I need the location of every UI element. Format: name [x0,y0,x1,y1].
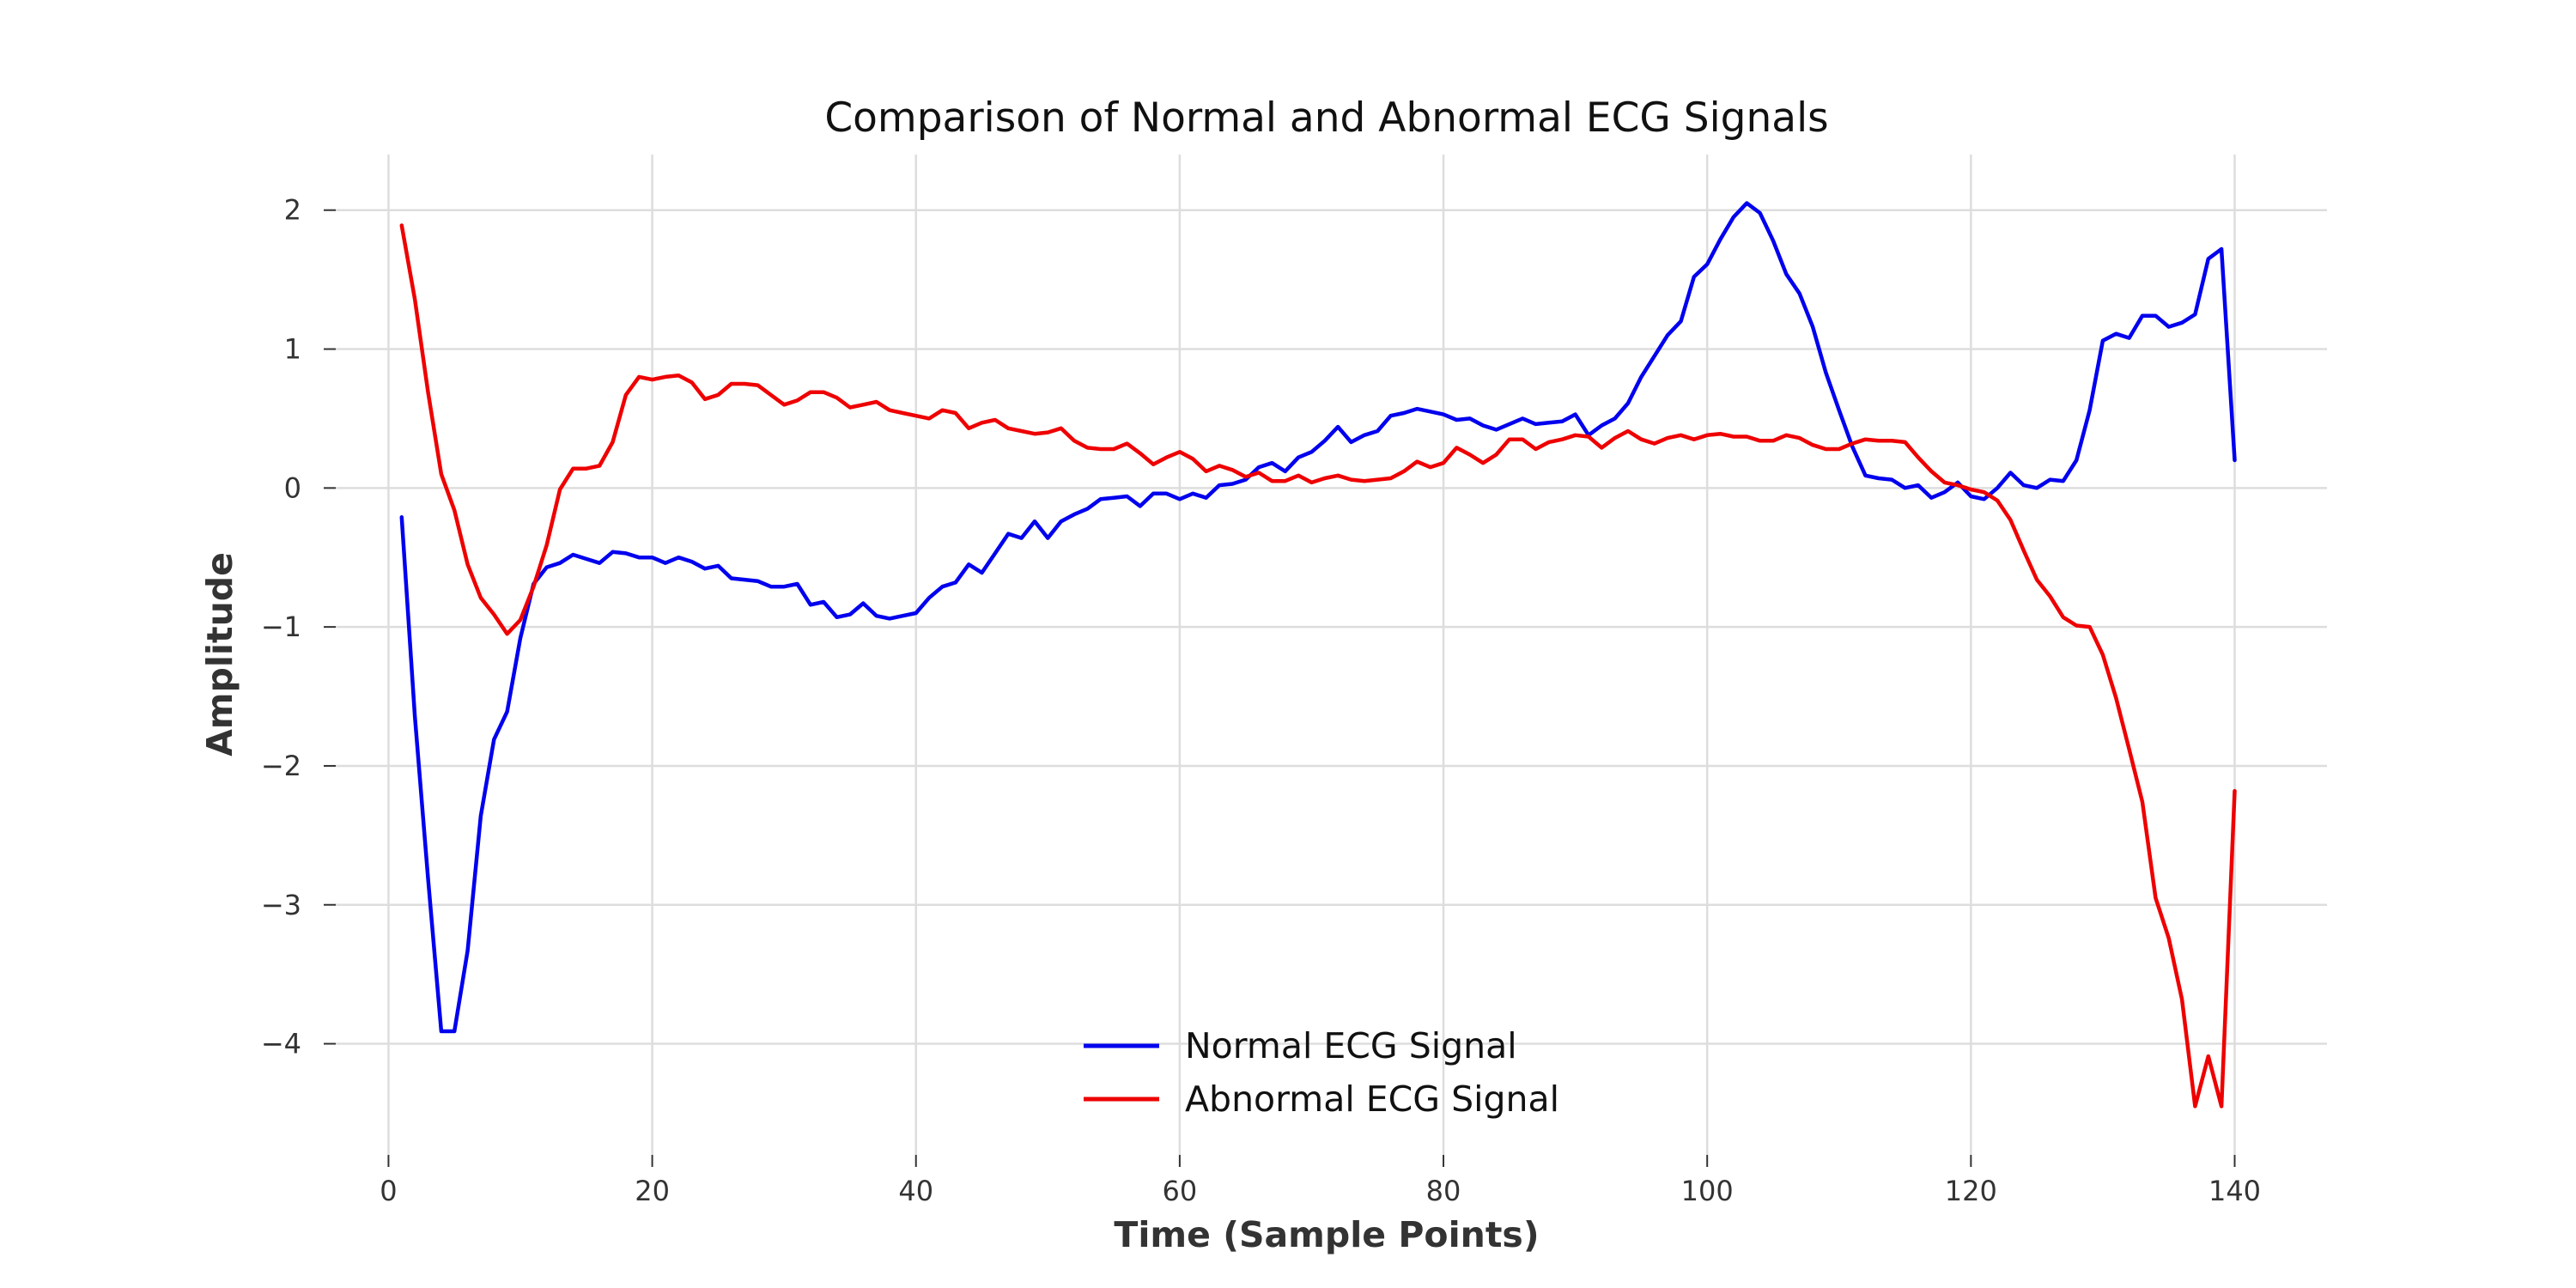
y-tick-label: 2 [284,194,301,227]
y-tick-label: −1 [261,611,301,643]
series-line-normal-ecg-signal [399,201,2237,1034]
x-tick-label: 80 [1426,1175,1461,1207]
x-tick-label: 0 [380,1175,397,1207]
legend-label-normal: Normal ECG Signal [1185,1025,1517,1066]
grid-lines [336,155,2327,1155]
x-tick-label: 60 [1163,1175,1198,1207]
y-tick-label: −2 [261,750,301,782]
x-tick-label: 140 [2208,1175,2261,1207]
series-lines [399,201,2237,1109]
x-tick-label: 100 [1681,1175,1734,1207]
y-tick-label: 1 [284,333,301,366]
y-tick-label: −4 [261,1028,301,1060]
axis-ticks: 0 20 40 60 80 100 120 140 2 1 0 −1 −2 −3 −4 [261,194,2261,1207]
y-tick-label: −3 [261,889,301,921]
series-line-abnormal-ecg-signal [399,223,2237,1109]
legend-label-abnormal: Abnormal ECG Signal [1185,1078,1559,1120]
x-tick-label: 40 [898,1175,933,1207]
y-axis-label: Amplitude [199,552,240,756]
x-tick-label: 20 [635,1175,670,1207]
chart-title: Comparison of Normal and Abnormal ECG Si… [824,94,1828,142]
legend: Normal ECG Signal Abnormal ECG Signal [1084,1025,1559,1120]
x-axis-label: Time (Sample Points) [1114,1214,1539,1255]
x-tick-label: 120 [1945,1175,1997,1207]
y-tick-label: 0 [284,471,301,504]
